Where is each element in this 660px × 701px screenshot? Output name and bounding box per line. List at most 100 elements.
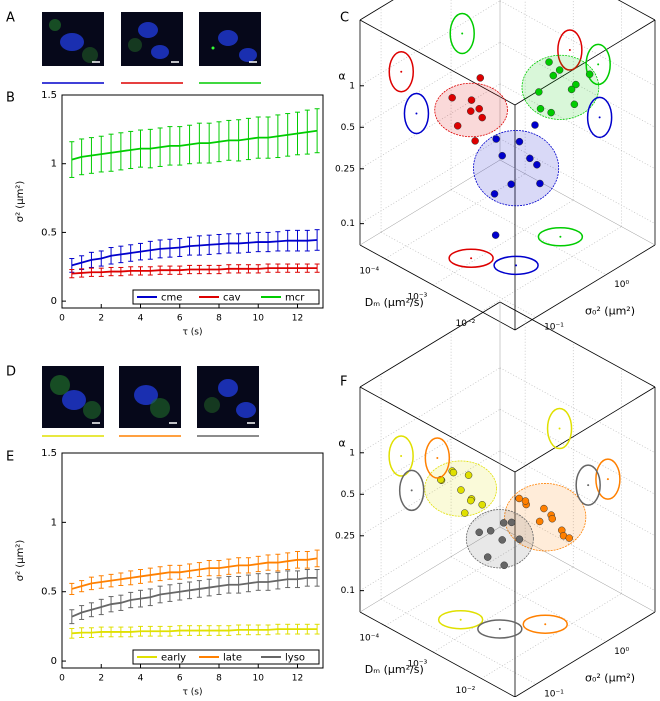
wall-projection — [424, 437, 451, 479]
data-point — [486, 527, 495, 535]
z-tick-label: 0.1 — [341, 219, 355, 229]
box-edge — [499, 526, 656, 613]
y-tick-label: 1 — [51, 517, 57, 528]
x-tick-label: 8 — [216, 674, 222, 684]
x-tick-label: 2 — [98, 314, 104, 324]
panel-label: A — [6, 11, 15, 26]
panel-label: F — [340, 375, 347, 390]
data-point — [572, 80, 580, 89]
z-tick-label: 1 — [349, 448, 355, 458]
data-point — [498, 151, 506, 160]
micrographs-bottom — [42, 366, 259, 437]
grid-line — [359, 450, 501, 537]
box-edge — [359, 19, 516, 106]
y-axis-label: σ² (μm²) — [15, 181, 26, 223]
legend-label: cav — [223, 293, 241, 304]
y-tick-label: 10⁻¹ — [544, 690, 564, 697]
data-point — [567, 85, 576, 94]
data-point — [515, 137, 524, 146]
data-point — [490, 190, 499, 198]
y-tick-label: 10⁰ — [614, 280, 629, 290]
wall-projection — [398, 469, 425, 512]
grid-line — [499, 408, 656, 495]
panel-label: E — [6, 450, 14, 465]
wall-projection-center — [400, 70, 403, 73]
data-point — [448, 93, 456, 102]
x-axis-label: τ (s) — [183, 328, 203, 338]
x-axis-label: Dₘ (μm²/s) — [365, 663, 424, 676]
grid-line — [499, 41, 656, 128]
grid-line — [450, 556, 607, 643]
series-line — [71, 239, 318, 267]
cluster-ellipsoid — [521, 54, 600, 120]
box-edge — [359, 611, 516, 698]
grid-line — [433, 199, 574, 286]
data-point — [478, 113, 486, 122]
x-tick-label: 0 — [59, 674, 65, 684]
data-point — [500, 561, 508, 570]
data-point — [540, 504, 548, 513]
data-point — [515, 494, 523, 503]
data-point — [548, 514, 557, 523]
data-point — [449, 468, 458, 477]
grid-line — [481, 593, 622, 679]
wall-projection-center — [559, 235, 562, 238]
data-point — [466, 107, 475, 115]
data-point — [461, 509, 469, 517]
legend-box — [132, 289, 320, 305]
data-point — [453, 122, 462, 130]
x-tick-label: 4 — [138, 314, 144, 324]
y-tick-label: 0 — [51, 296, 57, 307]
data-point — [491, 231, 500, 239]
box-edge — [359, 301, 501, 388]
grid-line — [384, 173, 526, 260]
box-edge — [514, 244, 656, 331]
wall-projection-center — [568, 49, 571, 52]
box-edge — [499, 301, 656, 388]
wall-projection — [586, 96, 613, 139]
y-tick-label: 0.5 — [41, 227, 57, 238]
panel-label: B — [6, 91, 15, 106]
panel-label: D — [6, 365, 16, 380]
x-tick-label: 10⁻³ — [407, 293, 427, 303]
x-tick-label: 6 — [177, 674, 183, 684]
z-axis-label: α — [338, 436, 345, 449]
x-tick-label: 10⁻⁴ — [359, 633, 379, 643]
series-line — [71, 557, 318, 590]
micrographs-top — [42, 12, 261, 84]
data-point — [475, 528, 483, 537]
data-point — [457, 486, 465, 494]
wall-projection-center — [459, 618, 462, 621]
box-edge — [499, 159, 656, 246]
grid-line — [359, 408, 501, 495]
x-tick-label: 12 — [292, 314, 303, 324]
series-line — [71, 129, 318, 161]
wall-projection-center — [498, 627, 501, 630]
x-tick-label: 10⁻² — [456, 319, 476, 329]
grid-line — [499, 450, 656, 537]
wall-projection-center — [558, 427, 561, 430]
box-edge — [617, 0, 656, 21]
box-edge — [359, 159, 501, 246]
wall-projection — [595, 458, 621, 500]
y-tick-label: 10⁻¹ — [544, 323, 564, 333]
x-tick-label: 2 — [98, 674, 104, 684]
x-tick-label: 4 — [138, 674, 144, 684]
legend-label: early — [161, 653, 186, 664]
wall-projection-center — [587, 484, 590, 487]
z-axis-label: α — [338, 69, 345, 82]
grid-line — [380, 231, 537, 318]
wall-projection-center — [470, 257, 473, 260]
y-tick-label: 1.5 — [41, 448, 57, 459]
grid-line — [359, 138, 501, 224]
data-point — [483, 553, 492, 561]
x-tick-label: 6 — [177, 314, 183, 324]
data-point — [545, 58, 553, 66]
x-tick-label: 10 — [253, 674, 265, 684]
wall-projection — [448, 248, 494, 269]
wall-projection — [388, 435, 414, 477]
z-tick-label: 0.5 — [341, 490, 355, 500]
plot-frame — [61, 452, 324, 669]
data-point — [467, 96, 476, 104]
y-tick-label: 0 — [51, 656, 57, 667]
